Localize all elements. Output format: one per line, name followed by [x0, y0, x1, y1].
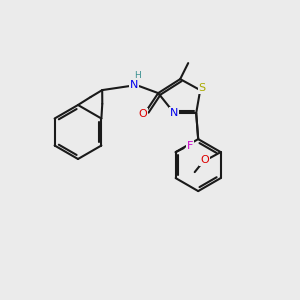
- Text: N: N: [130, 80, 138, 90]
- Text: N: N: [170, 108, 178, 118]
- Text: O: O: [139, 109, 148, 119]
- Text: O: O: [200, 155, 209, 165]
- Text: H: H: [134, 70, 141, 80]
- Text: S: S: [199, 83, 206, 93]
- Text: F: F: [187, 141, 193, 151]
